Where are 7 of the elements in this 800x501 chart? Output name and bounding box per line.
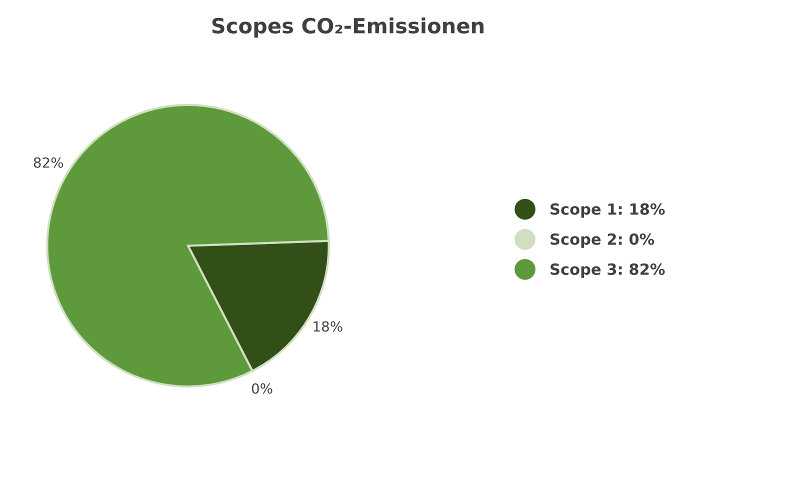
data-label: 18% bbox=[314, 321, 342, 332]
chart-title: Scopes CO₂-Emissionen bbox=[212, 17, 484, 38]
legend-label: Scope 1: 18% bbox=[550, 203, 665, 218]
legend-label: Scope 2: 0% bbox=[550, 233, 654, 248]
legend-label: Scope 3: 82% bbox=[550, 263, 665, 278]
text: 0% bbox=[252, 383, 272, 394]
data-label: 82% bbox=[34, 157, 64, 168]
